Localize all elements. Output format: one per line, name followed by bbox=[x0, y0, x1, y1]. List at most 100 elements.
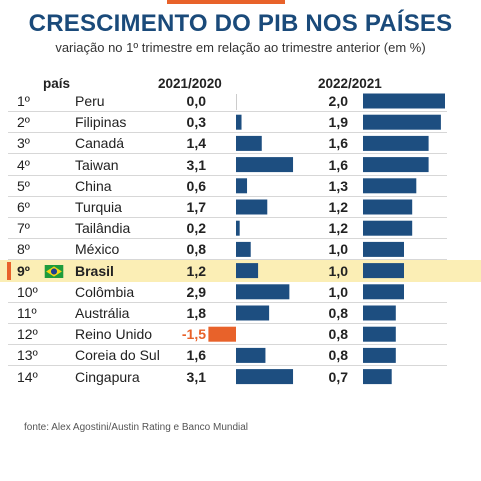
source-note: fonte: Alex Agostini/Austin Rating e Ban… bbox=[24, 422, 249, 433]
rank-label: 1º bbox=[17, 93, 30, 109]
rank-label: 12º bbox=[17, 326, 38, 343]
country-name: Reino Unido bbox=[75, 326, 153, 343]
bar-2021-2020 bbox=[236, 241, 251, 257]
country-name: Cingapura bbox=[75, 368, 140, 385]
rank-label: 6º bbox=[17, 199, 30, 215]
bar-2022-2021 bbox=[363, 114, 441, 130]
value-2021-2020: 0,6 bbox=[186, 177, 206, 194]
rank-label: 5º bbox=[17, 177, 30, 194]
rank-label: 3º bbox=[17, 135, 30, 152]
bar-2022-2021 bbox=[363, 347, 396, 363]
country-name: Turquia bbox=[75, 199, 122, 215]
table-row: 6º Turquia 1,7 1,2 bbox=[0, 196, 481, 218]
value-2022-2021: 2,0 bbox=[328, 93, 348, 109]
value-2021-2020: 1,7 bbox=[186, 199, 206, 215]
bar-2022-2021 bbox=[363, 284, 404, 300]
row-divider bbox=[8, 174, 447, 176]
bar-2022-2021 bbox=[363, 135, 429, 151]
bar-2021-2020 bbox=[236, 157, 294, 173]
value-2021-2020: 0,3 bbox=[186, 114, 206, 131]
rank-label: 11º bbox=[17, 305, 37, 321]
rank-label: 14º bbox=[17, 368, 38, 385]
country-name: Tailândia bbox=[75, 220, 131, 237]
rank-label: 8º bbox=[17, 241, 30, 258]
bar-2021-2020 bbox=[236, 199, 268, 215]
value-2022-2021: 1,6 bbox=[328, 135, 348, 152]
value-2021-2020: 0,8 bbox=[186, 241, 206, 258]
value-2022-2021: 1,2 bbox=[328, 220, 348, 237]
value-2021-2020: 1,8 bbox=[186, 305, 206, 321]
row-divider bbox=[8, 132, 447, 134]
table-row: 10º Colômbia 2,9 1,0 bbox=[0, 281, 481, 303]
table-row: 7º Tailândia 0,2 1,2 bbox=[0, 217, 481, 240]
row-divider bbox=[8, 111, 447, 112]
table-row: 1º Peru 0,0 2,0 bbox=[0, 90, 481, 112]
value-2021-2020: 2,9 bbox=[186, 283, 206, 300]
value-2021-2020: 0,2 bbox=[186, 220, 206, 237]
table-row: 3º Canadá 1,4 1,6 bbox=[0, 132, 481, 155]
table-row: 14º Cingapura 3,1 0,7 bbox=[0, 366, 481, 388]
country-name: Brasil bbox=[75, 262, 114, 279]
rank-label: 9º bbox=[17, 262, 30, 279]
country-name: Taiwan bbox=[75, 156, 119, 173]
value-2021-2020: 1,6 bbox=[186, 347, 206, 364]
bar-2022-2021 bbox=[363, 220, 413, 236]
value-2022-2021: 1,2 bbox=[328, 199, 348, 215]
country-name: China bbox=[75, 177, 112, 194]
value-2021-2020: 1,4 bbox=[186, 135, 206, 152]
bar-2022-2021 bbox=[363, 305, 396, 321]
country-name: Canadá bbox=[75, 135, 125, 152]
bar-2021-2020 bbox=[236, 305, 270, 321]
table-row: 5º China 0,6 1,3 bbox=[0, 175, 481, 197]
value-2021-2020: 3,1 bbox=[186, 368, 206, 385]
value-2022-2021: 1,3 bbox=[328, 177, 348, 194]
header-2022-2021: 2022/2021 bbox=[318, 76, 382, 91]
country-name: Austrália bbox=[75, 305, 130, 321]
bar-2021-2020 bbox=[236, 284, 290, 300]
rank-label: 13º bbox=[17, 347, 38, 364]
row-divider bbox=[8, 238, 447, 240]
bar-2022-2021 bbox=[363, 157, 429, 173]
value-2022-2021: 0,8 bbox=[328, 347, 348, 364]
bar-2022-2021 bbox=[363, 178, 417, 194]
value-2021-2020: -1,5 bbox=[181, 326, 206, 343]
bar-2021-2020 bbox=[236, 114, 242, 130]
bar-2021-2020 bbox=[236, 178, 248, 194]
chart-subtitle: variação no 1º trimestre em relação ao t… bbox=[55, 40, 426, 55]
bar-2021-2020 bbox=[236, 135, 262, 151]
country-name: Filipinas bbox=[75, 114, 127, 131]
bar-2021-2020 bbox=[208, 326, 236, 342]
value-2022-2021: 0,7 bbox=[328, 368, 348, 385]
value-2021-2020: 0,0 bbox=[186, 93, 206, 109]
row-divider bbox=[8, 344, 447, 346]
row-divider bbox=[8, 217, 447, 218]
bar-2022-2021 bbox=[363, 199, 413, 215]
row-divider bbox=[8, 365, 447, 367]
rank-label: 2º bbox=[17, 114, 30, 131]
table-row: 13º Coreia do Sul 1,6 0,8 bbox=[0, 344, 481, 367]
table-row: 2º Filipinas 0,3 1,9 bbox=[0, 111, 481, 134]
country-name: Peru bbox=[75, 93, 105, 109]
row-divider bbox=[8, 195, 447, 197]
value-2022-2021: 1,0 bbox=[328, 241, 348, 258]
value-2021-2020: 1,2 bbox=[186, 262, 206, 279]
table-row: 12º Reino Unido -1,5 0,8 bbox=[0, 323, 481, 346]
highlight-marker bbox=[7, 261, 11, 280]
value-2022-2021: 1,0 bbox=[328, 283, 348, 300]
bar-2022-2021 bbox=[363, 241, 404, 257]
bar-2022-2021 bbox=[363, 93, 445, 109]
bar-chart bbox=[208, 93, 445, 385]
row-divider bbox=[8, 323, 447, 324]
country-name: Colômbia bbox=[75, 283, 135, 300]
value-2022-2021: 1,6 bbox=[328, 156, 348, 173]
bar-2021-2020 bbox=[236, 263, 259, 279]
value-2021-2020: 3,1 bbox=[186, 156, 206, 173]
table-row: 4º Taiwan 3,1 1,6 bbox=[0, 154, 481, 176]
rank-label: 10º bbox=[17, 283, 38, 300]
bar-2021-2020 bbox=[236, 347, 266, 363]
row-divider bbox=[8, 301, 447, 303]
value-2022-2021: 0,8 bbox=[328, 326, 348, 343]
bar-2022-2021 bbox=[363, 263, 404, 279]
top-accent-bar bbox=[167, 0, 285, 4]
bar-2022-2021 bbox=[363, 369, 392, 385]
